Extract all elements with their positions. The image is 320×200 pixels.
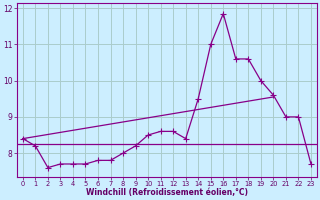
X-axis label: Windchill (Refroidissement éolien,°C): Windchill (Refroidissement éolien,°C)	[86, 188, 248, 197]
